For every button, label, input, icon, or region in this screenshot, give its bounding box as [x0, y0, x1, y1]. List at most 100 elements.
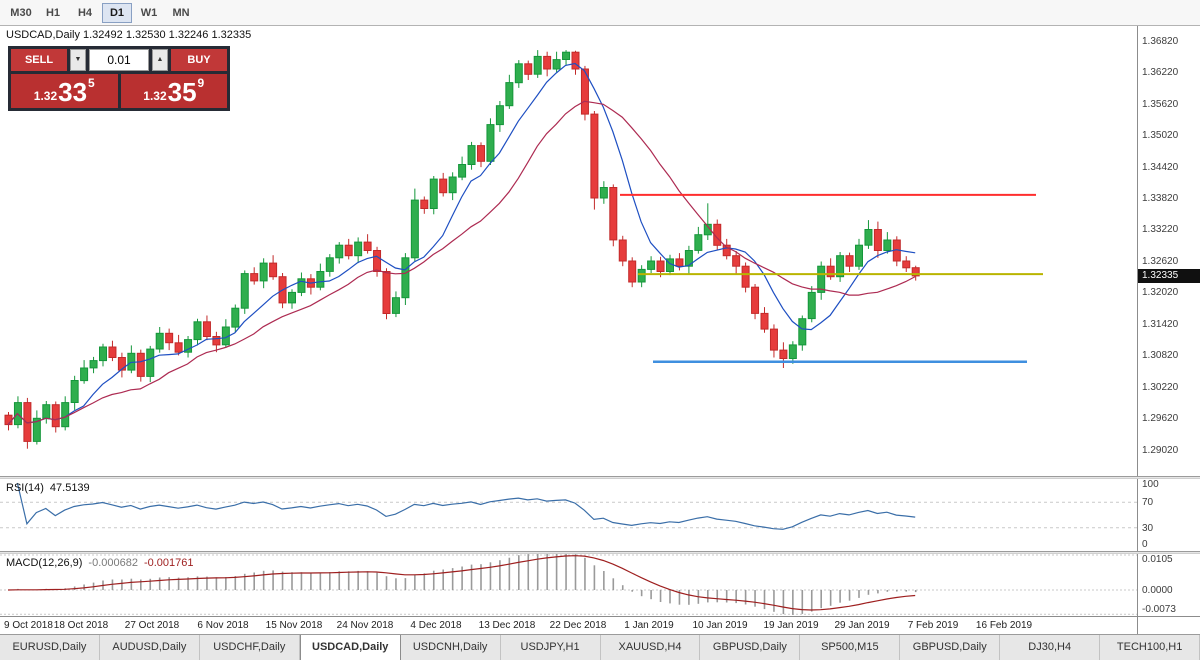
candle	[609, 187, 618, 241]
chart-tab-dj30-h4[interactable]: DJ30,H4	[1000, 635, 1101, 660]
candle	[751, 286, 760, 314]
timeframe-button-mn[interactable]: MN	[166, 3, 196, 23]
candle	[184, 339, 193, 353]
macd-pane: MACD(12,26,9) -0.000682 -0.001761 0.0105 0.…	[0, 554, 1200, 616]
candle	[722, 244, 731, 257]
price-tick: 1.29020	[1142, 444, 1179, 456]
macd-histogram	[17, 554, 917, 615]
candle	[325, 257, 334, 272]
candle	[798, 318, 807, 346]
candle	[590, 113, 599, 199]
candle	[335, 244, 344, 259]
candle	[703, 223, 712, 236]
candle	[99, 346, 107, 362]
bid-pip-digit: 5	[88, 76, 95, 90]
macd-plot[interactable]: MACD(12,26,9) -0.000682 -0.001761	[0, 554, 1137, 616]
sell-button[interactable]: SELL	[11, 49, 67, 71]
candle	[580, 68, 589, 115]
candle	[684, 250, 693, 267]
rsi-pane: RSI(14) 47.5139 100 70 30 0	[0, 479, 1200, 551]
rsi-tick: 70	[1142, 497, 1154, 509]
chart-tabs-bar: EURUSD,Daily AUDUSD,Daily USDCHF,Daily USDC…	[0, 634, 1200, 660]
rsi-value: 47.5139	[49, 482, 90, 494]
chart-tab-sp500-m15[interactable]: SP500,M15	[800, 635, 901, 660]
date-label: 1 Jan 2019	[624, 620, 674, 631]
pane-separator[interactable]	[0, 551, 1200, 554]
date-label: 16 Feb 2019	[975, 620, 1033, 631]
macd-signal-value: -0.001761	[143, 557, 194, 569]
date-label: 13 Dec 2018	[478, 620, 536, 631]
candle	[193, 321, 202, 341]
candle	[524, 63, 533, 75]
price-tick: 1.36820	[1142, 35, 1179, 47]
candle	[155, 332, 164, 350]
chart-tab-audusd-daily[interactable]: AUDUSD,Daily	[100, 635, 200, 660]
candle	[628, 260, 637, 283]
ask-price-display[interactable]: 1.32 35 9	[120, 74, 227, 108]
timeframe-button-h4[interactable]: H4	[70, 3, 100, 23]
candle	[637, 268, 646, 283]
chart-tab-usdchf-daily[interactable]: USDCHF,Daily	[200, 635, 300, 660]
timeframe-button-w1[interactable]: W1	[134, 3, 164, 23]
macd-tick: -0.0073	[1142, 604, 1176, 615]
candle	[354, 241, 363, 257]
macd-tick: 0.0105	[1142, 554, 1173, 565]
chart-tab-eurusd-daily[interactable]: EURUSD,Daily	[0, 635, 100, 660]
candle	[514, 63, 523, 84]
price-tick: 1.30220	[1142, 381, 1179, 393]
candle	[410, 199, 419, 259]
candle	[656, 260, 665, 272]
chart-tab-xauusd-h4[interactable]: XAUUSD,H4	[601, 635, 701, 660]
candle	[864, 229, 873, 246]
date-label: 7 Feb 2019	[907, 620, 959, 631]
date-label: 18 Oct 2018	[53, 620, 109, 631]
date-label: 10 Jan 2019	[692, 620, 748, 631]
pane-separator[interactable]	[0, 476, 1200, 479]
main-plot[interactable]: USDCAD,Daily 1.32492 1.32530 1.32246 1.3…	[0, 26, 1137, 476]
macd-signal-line	[7, 555, 916, 611]
chart-tab-usdcad-daily[interactable]: USDCAD,Daily	[299, 635, 401, 660]
candle	[240, 273, 249, 309]
timeframe-button-m30[interactable]: M30	[6, 3, 36, 23]
chart-tab-gbpusd-daily[interactable]: GBPUSD,Daily	[900, 635, 1001, 660]
chart-tab-usdjpy-h1[interactable]: USDJPY,H1	[501, 635, 601, 660]
buy-button[interactable]: BUY	[171, 49, 227, 71]
rsi-scale[interactable]: 100 70 30 0	[1137, 479, 1200, 551]
chart-tab-usdcnh-daily[interactable]: USDCNH,Daily	[401, 635, 501, 660]
rsi-chart	[0, 482, 1137, 530]
rsi-line	[16, 482, 916, 530]
candle	[108, 346, 117, 358]
price-tick: 1.33220	[1142, 224, 1179, 236]
candle	[618, 239, 627, 262]
volume-down-button[interactable]: ▼	[70, 49, 86, 71]
timeframe-button-h1[interactable]: H1	[38, 3, 68, 23]
chart-tab-gbpusd-daily[interactable]: GBPUSD,Daily	[700, 635, 801, 660]
candle	[391, 297, 400, 314]
price-tick: 1.32620	[1142, 255, 1179, 267]
candle	[552, 59, 561, 70]
price-tick: 1.35620	[1142, 98, 1179, 110]
macd-tick: 0.0000	[1142, 585, 1173, 596]
timeframe-toolbar: M30 H1 H4 D1 W1 MN	[0, 0, 1200, 26]
candle	[486, 124, 495, 162]
candle	[873, 229, 882, 251]
candle	[401, 257, 410, 299]
candle	[32, 417, 41, 442]
timeframe-button-d1[interactable]: D1	[102, 2, 132, 23]
bid-price-display[interactable]: 1.32 33 5	[11, 74, 118, 108]
candle	[136, 352, 145, 377]
candle	[760, 312, 769, 330]
date-axis[interactable]: 9 Oct 2018 18 Oct 2018 27 Oct 2018 6 Nov 20…	[0, 616, 1200, 634]
macd-scale[interactable]: 0.0105 0.0000 -0.0073	[1137, 554, 1200, 616]
candle	[647, 260, 656, 270]
candle	[477, 145, 485, 162]
rsi-plot[interactable]: RSI(14) 47.5139	[0, 479, 1137, 551]
chart-tab-tech100-h1[interactable]: TECH100,H1	[1100, 635, 1200, 660]
candle	[911, 267, 920, 277]
volume-up-button[interactable]: ▲	[152, 49, 168, 71]
main-scale[interactable]: 1.36820 1.36220 1.35620 1.35020 1.34420 1.338…	[1137, 26, 1200, 476]
candle	[458, 164, 467, 178]
candle	[741, 265, 750, 288]
volume-input[interactable]	[89, 49, 149, 71]
candle	[316, 271, 325, 288]
